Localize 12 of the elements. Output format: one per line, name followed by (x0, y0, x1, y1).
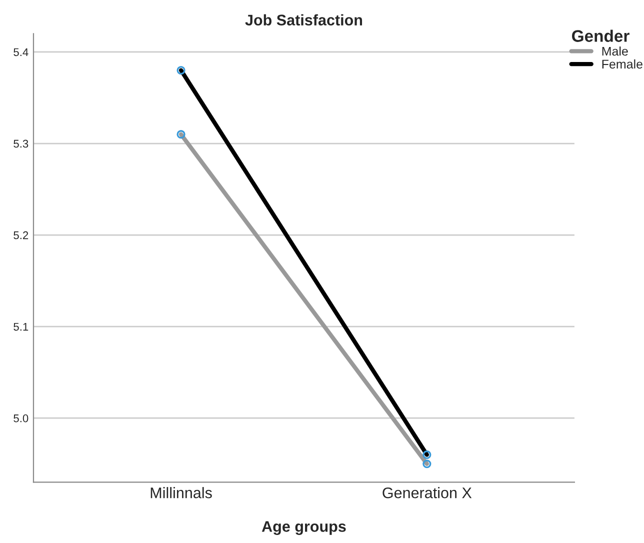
chart-title: Job Satisfaction (245, 14, 362, 26)
x-tick-label: Generation X (382, 487, 472, 498)
legend-label: Female (602, 59, 642, 69)
x-tick-label: Millinnals (150, 487, 212, 498)
y-tick-label: 5.2 (14, 231, 28, 240)
y-tick-label: 5.0 (14, 414, 28, 422)
legend-label: Male (602, 46, 628, 56)
y-tick-label: 5.1 (14, 322, 28, 331)
x-axis-title: Age groups (262, 521, 346, 535)
y-tick-label: 5.4 (14, 48, 28, 56)
y-tick-label: 5.3 (14, 140, 28, 148)
legend-title: Gender (572, 30, 630, 42)
